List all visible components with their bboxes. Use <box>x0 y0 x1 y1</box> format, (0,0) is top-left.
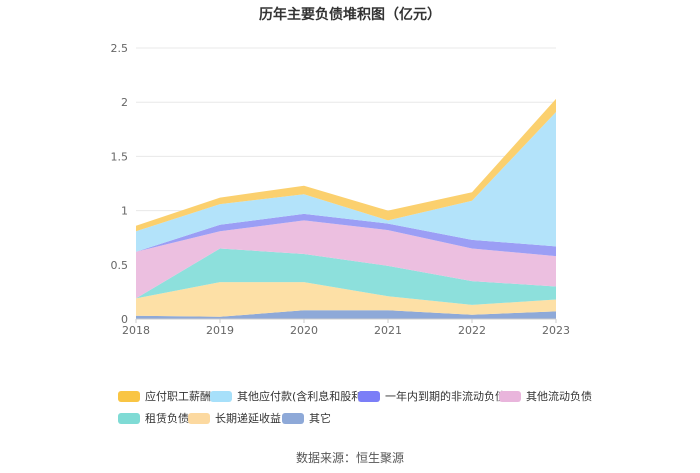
area-series <box>136 112 556 252</box>
stacked-area-chart: 0 0.5 1 1.5 2 2.5 2018 2019 2020 2021 2022 2023 <box>111 42 571 337</box>
x-tick-label: 2022 <box>458 324 486 337</box>
legend-label: 租赁负债 <box>145 412 189 425</box>
legend-label: 应付职工薪酬 <box>145 390 211 403</box>
x-tick-label: 2019 <box>206 324 234 337</box>
legend-item-deferred-income[interactable]: 长期递延收益 <box>188 410 281 426</box>
y-tick-label: 2 <box>121 96 128 109</box>
legend-item-current-noncurrent-liabilities[interactable]: 一年内到期的非流动负债 <box>358 388 506 404</box>
x-tick-label: 2018 <box>122 324 150 337</box>
legend-label: 其他流动负债 <box>526 390 592 403</box>
legend-item-other-current-liabilities[interactable]: 其他流动负债 <box>499 388 592 404</box>
legend-label: 其他应付款(含利息和股利) <box>237 390 367 403</box>
legend-item-others[interactable]: 其它 <box>282 410 331 426</box>
y-tick-label: 1 <box>121 205 128 218</box>
legend-swatch-icon <box>188 412 210 424</box>
area-series <box>136 98 556 232</box>
data-source: 数据来源：恒生聚源 <box>295 451 404 465</box>
chart-title: 历年主要负债堆积图（亿元） <box>259 7 441 23</box>
area-series <box>136 282 556 317</box>
legend-swatch-icon <box>210 390 232 402</box>
legend-label: 长期递延收益 <box>215 412 281 425</box>
legend-swatch-icon <box>118 412 140 424</box>
y-tick-label: 2.5 <box>111 42 129 55</box>
area-series <box>136 213 556 257</box>
legend-swatch-icon <box>118 390 140 402</box>
area-series <box>136 310 556 319</box>
legend-label: 一年内到期的非流动负债 <box>385 390 506 403</box>
legend-label: 其它 <box>309 412 331 425</box>
y-tick-label: 1.5 <box>111 150 129 163</box>
legend-swatch-icon <box>282 412 304 424</box>
legend-item-employee-payables[interactable]: 应付职工薪酬 <box>118 388 211 404</box>
area-series <box>136 220 556 299</box>
legend-item-lease-liabilities[interactable]: 租赁负债 <box>118 410 189 426</box>
legend-swatch-icon <box>358 390 380 402</box>
legend-item-other-payables[interactable]: 其他应付款(含利息和股利) <box>210 388 367 404</box>
area-series <box>136 248 556 305</box>
x-tick-label: 2023 <box>542 324 570 337</box>
y-tick-label: 0 <box>121 313 128 326</box>
x-tick-label: 2020 <box>290 324 318 337</box>
y-tick-label: 0.5 <box>111 259 129 272</box>
x-tick-label: 2021 <box>374 324 402 337</box>
legend-swatch-icon <box>499 390 521 402</box>
